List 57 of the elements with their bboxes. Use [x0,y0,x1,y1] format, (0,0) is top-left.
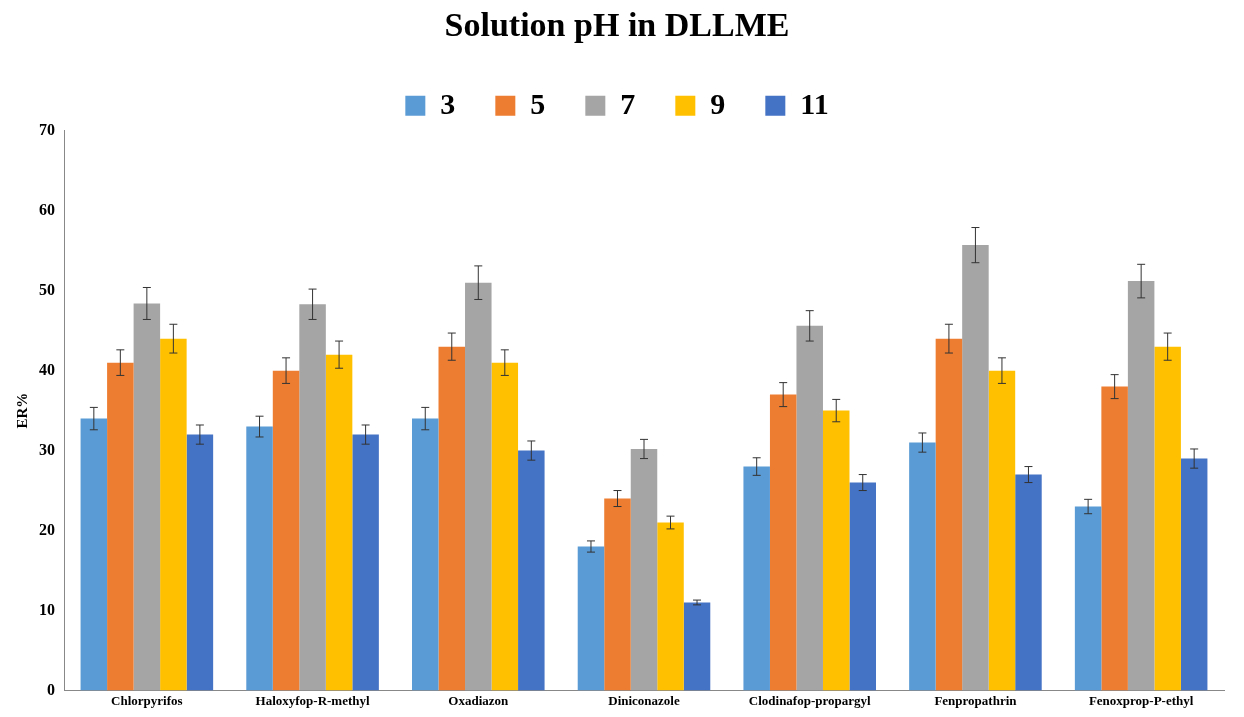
bar [133,303,161,691]
legend-label: 3 [440,86,456,120]
y-tick-label: 50 [39,280,55,298]
bar [796,325,823,691]
bar [246,426,273,691]
legend-label: 9 [710,86,726,120]
bar [160,338,187,691]
bar [491,362,519,691]
bar [186,434,214,691]
bar [1015,474,1042,691]
y-tick-label: 60 [39,200,55,218]
bar [438,346,466,691]
x-tick-label: Oxadiazon [448,692,510,708]
y-tick-label: 30 [39,440,55,458]
bar [412,418,439,691]
bar [604,498,631,691]
bar [272,370,300,691]
y-tick-label: 10 [39,600,55,618]
bar [299,304,326,691]
y-tick-label: 40 [39,360,55,378]
bar [683,602,711,691]
x-tick-label: Diniconazole [608,692,680,708]
bar [822,410,850,691]
legend-label: 7 [620,86,636,120]
bar [630,448,658,691]
legend-title: Solution pH in DLLME [444,5,790,43]
bar [518,450,545,691]
x-tick-label: Chlorpyrifos [111,692,183,708]
legend-label: 5 [530,86,546,120]
bar [1154,346,1181,691]
x-tick-label: Clodinafop-propargyl [748,692,872,708]
bar [577,546,605,691]
bar [657,522,684,691]
bar [935,338,963,691]
bar [1127,281,1155,691]
bar [769,394,797,691]
bar [849,482,876,691]
bar [1101,386,1128,691]
y-tick-label: 70 [39,120,55,138]
bar [107,362,134,691]
bar [352,434,379,691]
bar [1074,506,1102,691]
bar [80,418,108,691]
bar [909,442,936,691]
y-tick-label: 20 [39,520,55,538]
bar [962,245,989,691]
legend-label: 11 [800,86,829,120]
y-axis-title: ER% [13,392,30,429]
x-tick-label: Fenoxprop-P-ethyl [1088,692,1194,708]
bar [465,282,492,691]
bar [325,354,353,691]
x-tick-label: Fenpropathrin [934,692,1018,708]
bar [1180,458,1208,691]
bar [988,370,1016,691]
x-tick-label: Haloxyfop-R-methyl [255,692,370,708]
bar [743,466,770,691]
y-tick-label: 0 [47,680,55,698]
